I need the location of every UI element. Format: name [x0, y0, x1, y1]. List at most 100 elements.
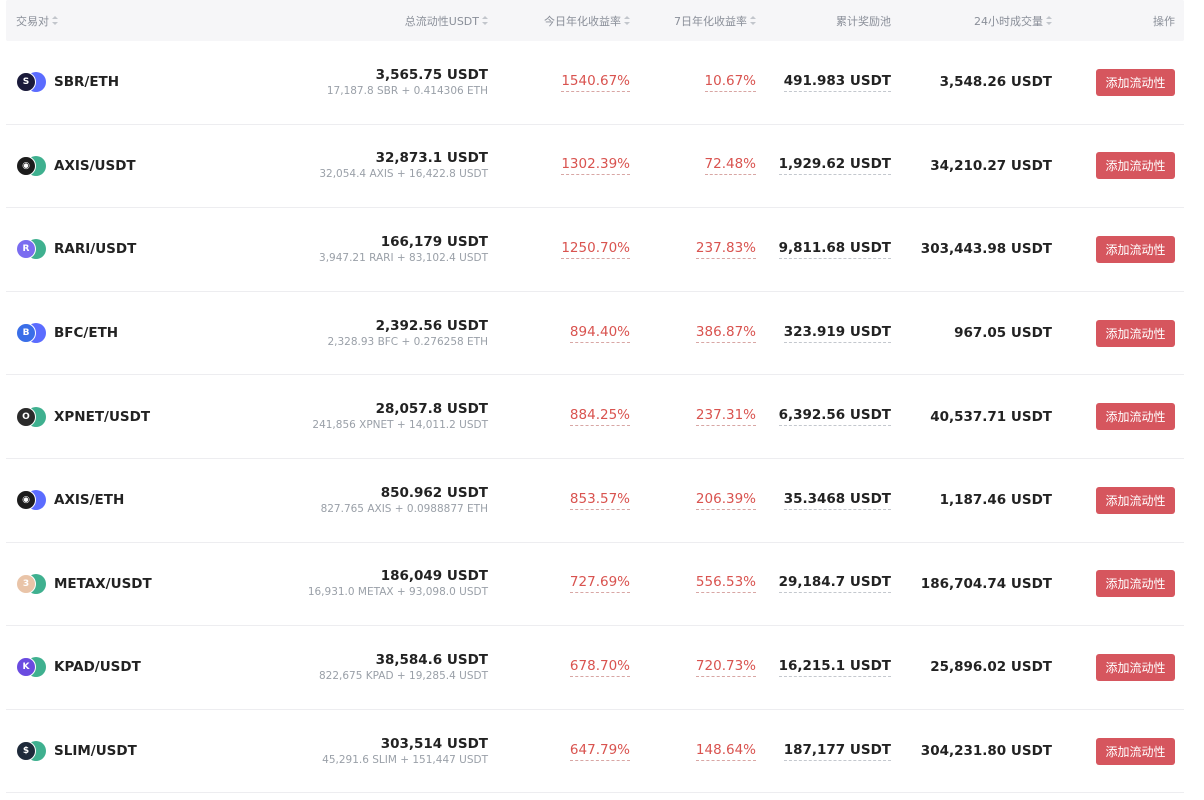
- pair-cell[interactable]: ◉ AXIS/ETH: [6, 459, 226, 542]
- liquidity-pool-table: 交易对 总流动性USDT 今日年化收益率 7日年化收益率 累计奖励池 24小时成…: [6, 0, 1184, 794]
- today-apr-cell: 1540.67%: [488, 41, 630, 124]
- add-liquidity-button[interactable]: 添加流动性: [1096, 152, 1175, 180]
- liquidity-cell: 28,057.8 USDT 241,856 XPNET + 14,011.2 U…: [226, 375, 488, 458]
- header-volume[interactable]: 24小时成交量: [891, 0, 1052, 41]
- add-liquidity-button[interactable]: 添加流动性: [1096, 403, 1175, 431]
- seven-apr-value[interactable]: 237.83%: [695, 240, 756, 259]
- pair-name: RARI/USDT: [54, 241, 137, 258]
- seven-apr-cell: 720.73%: [630, 626, 756, 709]
- volume-value: 25,896.02 USDT: [930, 659, 1052, 676]
- liquidity-detail: 822,675 KPAD + 19,285.4 USDT: [319, 669, 488, 682]
- reward-pool-value[interactable]: 6,392.56 USDT: [778, 407, 891, 427]
- sort-icon[interactable]: [52, 16, 58, 25]
- today-apr-value[interactable]: 1302.39%: [561, 156, 630, 176]
- action-cell: 添加流动性: [1052, 626, 1184, 709]
- seven-apr-value[interactable]: 386.87%: [695, 324, 756, 343]
- seven-apr-value[interactable]: 206.39%: [695, 491, 756, 510]
- liquidity-detail: 32,054.4 AXIS + 16,422.8 USDT: [319, 168, 488, 181]
- add-liquidity-button[interactable]: 添加流动性: [1096, 570, 1175, 598]
- reward-pool-value[interactable]: 1,929.62 USDT: [778, 156, 891, 176]
- rari-icon: R: [16, 239, 36, 260]
- pair-name: AXIS/ETH: [54, 492, 125, 509]
- seven-apr-value[interactable]: 720.73%: [695, 658, 756, 677]
- reward-pool-value[interactable]: 187,177 USDT: [783, 742, 891, 761]
- token-glyph: S: [22, 77, 30, 88]
- seven-apr-cell: 148.64%: [630, 710, 756, 793]
- axis-icon: ◉: [16, 155, 36, 176]
- token-pair-icons: K: [16, 657, 46, 678]
- today-apr-value[interactable]: 884.25%: [569, 407, 630, 427]
- reward-pool-value[interactable]: 29,184.7 USDT: [778, 574, 891, 594]
- today-apr-value[interactable]: 647.79%: [569, 742, 630, 761]
- header-action-label: 操作: [1153, 14, 1175, 28]
- pair-name: AXIS/USDT: [54, 157, 136, 174]
- reward-pool-value[interactable]: 491.983 USDT: [783, 73, 891, 92]
- reward-pool-cell: 187,177 USDT: [756, 710, 891, 793]
- pair-cell[interactable]: $ SLIM/USDT: [6, 710, 226, 793]
- pair-cell[interactable]: B BFC/ETH: [6, 292, 226, 375]
- token-pair-icons: 3: [16, 573, 46, 594]
- seven-apr-value[interactable]: 148.64%: [695, 742, 756, 761]
- reward-pool-value[interactable]: 9,811.68 USDT: [778, 240, 891, 259]
- liquidity-cell: 38,584.6 USDT 822,675 KPAD + 19,285.4 US…: [226, 626, 488, 709]
- today-apr-value[interactable]: 1250.70%: [561, 240, 630, 259]
- token-glyph: R: [22, 244, 30, 255]
- add-liquidity-button[interactable]: 添加流动性: [1096, 653, 1175, 681]
- add-liquidity-button[interactable]: 添加流动性: [1096, 68, 1175, 96]
- liquidity-detail: 45,291.6 SLIM + 151,447 USDT: [322, 753, 488, 766]
- volume-value: 1,187.46 USDT: [939, 492, 1052, 509]
- today-apr-value[interactable]: 678.70%: [569, 658, 630, 677]
- volume-value: 186,704.74 USDT: [920, 575, 1052, 592]
- today-apr-value[interactable]: 1540.67%: [561, 73, 630, 92]
- seven-apr-value[interactable]: 10.67%: [704, 73, 756, 92]
- pair-cell[interactable]: R RARI/USDT: [6, 208, 226, 291]
- liquidity-cell: 186,049 USDT 16,931.0 METAX + 93,098.0 U…: [226, 543, 488, 626]
- seven-apr-value[interactable]: 72.48%: [704, 156, 756, 176]
- seven-apr-cell: 237.83%: [630, 208, 756, 291]
- sort-icon[interactable]: [750, 16, 756, 25]
- pair-cell[interactable]: K KPAD/USDT: [6, 626, 226, 709]
- token-pair-icons: S: [16, 72, 46, 93]
- sort-icon[interactable]: [1046, 16, 1052, 25]
- table-row: R RARI/USDT 166,179 USDT 3,947.21 RARI +…: [6, 208, 1184, 292]
- pair-cell[interactable]: O XPNET/USDT: [6, 375, 226, 458]
- header-pair[interactable]: 交易对: [6, 0, 226, 41]
- table-header: 交易对 总流动性USDT 今日年化收益率 7日年化收益率 累计奖励池 24小时成…: [6, 0, 1184, 41]
- pair-cell[interactable]: ◉ AXIS/USDT: [6, 125, 226, 208]
- token-glyph: ◉: [22, 160, 30, 171]
- sort-icon[interactable]: [624, 16, 630, 25]
- volume-cell: 40,537.71 USDT: [891, 375, 1052, 458]
- reward-pool-value[interactable]: 35.3468 USDT: [783, 491, 891, 510]
- add-liquidity-button[interactable]: 添加流动性: [1096, 486, 1175, 514]
- liquidity-detail: 2,328.93 BFC + 0.276258 ETH: [327, 335, 488, 348]
- today-apr-value[interactable]: 894.40%: [569, 324, 630, 343]
- sort-icon[interactable]: [482, 16, 488, 25]
- volume-cell: 3,548.26 USDT: [891, 41, 1052, 124]
- reward-pool-cell: 491.983 USDT: [756, 41, 891, 124]
- token-glyph: ◉: [22, 495, 30, 506]
- header-today-apr[interactable]: 今日年化收益率: [488, 0, 630, 41]
- seven-apr-value[interactable]: 237.31%: [695, 407, 756, 427]
- table-row: ◉ AXIS/USDT 32,873.1 USDT 32,054.4 AXIS …: [6, 125, 1184, 209]
- header-seven-apr[interactable]: 7日年化收益率: [630, 0, 756, 41]
- today-apr-value[interactable]: 853.57%: [569, 491, 630, 510]
- add-liquidity-button[interactable]: 添加流动性: [1096, 319, 1175, 347]
- reward-pool-value[interactable]: 16,215.1 USDT: [778, 658, 891, 677]
- liquidity-value: 303,514 USDT: [380, 735, 488, 752]
- seven-apr-cell: 72.48%: [630, 125, 756, 208]
- add-liquidity-button[interactable]: 添加流动性: [1096, 235, 1175, 263]
- today-apr-value[interactable]: 727.69%: [569, 574, 630, 594]
- token-glyph: $: [22, 746, 30, 757]
- table-row: ◉ AXIS/ETH 850.962 USDT 827.765 AXIS + 0…: [6, 459, 1184, 543]
- add-liquidity-button[interactable]: 添加流动性: [1096, 737, 1175, 765]
- header-liquidity[interactable]: 总流动性USDT: [226, 0, 488, 41]
- action-cell: 添加流动性: [1052, 459, 1184, 542]
- pair-name: BFC/ETH: [54, 325, 119, 342]
- pair-cell[interactable]: S SBR/ETH: [6, 41, 226, 124]
- header-reward-pool-label: 累计奖励池: [836, 14, 891, 28]
- reward-pool-cell: 9,811.68 USDT: [756, 208, 891, 291]
- seven-apr-value[interactable]: 556.53%: [695, 574, 756, 594]
- token-glyph: B: [22, 328, 30, 339]
- reward-pool-value[interactable]: 323.919 USDT: [783, 324, 891, 343]
- pair-cell[interactable]: 3 METAX/USDT: [6, 543, 226, 626]
